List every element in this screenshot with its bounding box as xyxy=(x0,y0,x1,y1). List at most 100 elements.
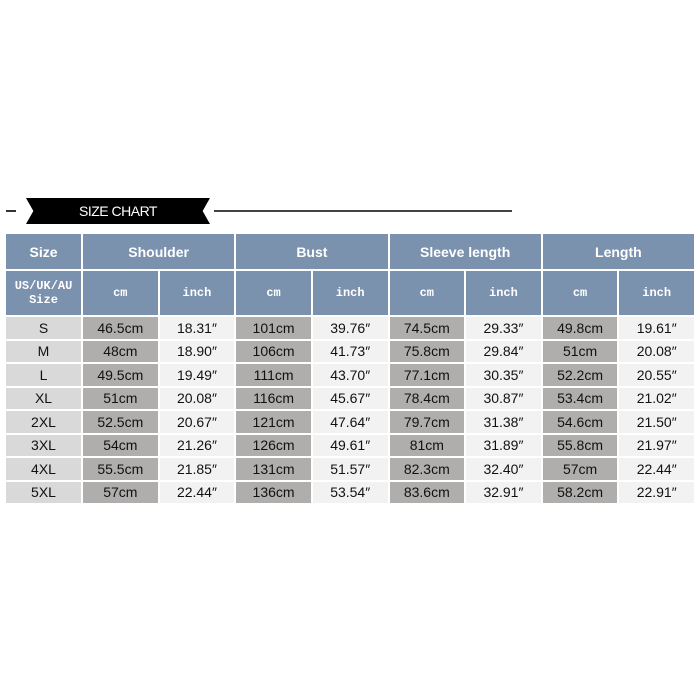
cell-sleeve-cm: 74.5cm xyxy=(389,317,465,339)
cell-shoulder-cm: 48cm xyxy=(83,340,158,362)
cell-sleeve-cm: 77.1cm xyxy=(389,364,465,386)
cell-size: 5XL xyxy=(6,481,81,503)
cell-bust-cm: 106cm xyxy=(236,340,311,362)
cell-length-inch: 21.02″ xyxy=(619,387,694,409)
cell-bust-cm: 136cm xyxy=(236,481,311,503)
cell-sleeve-inch: 31.38″ xyxy=(466,411,541,433)
cell-shoulder-inch: 21.85″ xyxy=(159,458,235,480)
cell-length-cm: 49.8cm xyxy=(542,317,618,339)
cell-bust-inch: 41.73″ xyxy=(312,340,388,362)
header-bust: Bust xyxy=(236,234,388,269)
cell-size: 3XL xyxy=(6,434,81,456)
header-shoulder: Shoulder xyxy=(83,234,235,269)
unit-inch: inch xyxy=(466,271,541,315)
header-size-region: US/UK/AU Size xyxy=(6,271,81,315)
cell-length-inch: 21.50″ xyxy=(619,411,694,433)
cell-size: 2XL xyxy=(6,411,81,433)
cell-length-cm: 57cm xyxy=(542,458,618,480)
cell-shoulder-cm: 54cm xyxy=(83,434,158,456)
size-table: Size Shoulder Bust Sleeve length Length … xyxy=(4,232,696,505)
table-row: M 48cm 18.90″ 106cm 41.73″ 75.8cm 29.84″ 51cm 20… xyxy=(6,340,694,362)
unit-row: US/UK/AU Size cm inch cm inch cm inch cm… xyxy=(6,271,694,315)
cell-bust-inch: 39.76″ xyxy=(312,317,388,339)
cell-sleeve-inch: 29.84″ xyxy=(466,340,541,362)
cell-bust-inch: 47.64″ xyxy=(312,411,388,433)
cell-size: L xyxy=(6,364,81,386)
unit-cm: cm xyxy=(83,271,158,315)
table-row: S 46.5cm 18.31″ 101cm 39.76″ 74.5cm 29.33″ 49.8… xyxy=(6,317,694,339)
header-size: Size xyxy=(6,234,81,269)
cell-sleeve-cm: 82.3cm xyxy=(389,458,465,480)
cell-sleeve-inch: 29.33″ xyxy=(466,317,541,339)
cell-bust-inch: 51.57″ xyxy=(312,458,388,480)
cell-shoulder-cm: 55.5cm xyxy=(83,458,158,480)
size-chart-title: SIZE CHART xyxy=(26,198,210,224)
cell-length-cm: 55.8cm xyxy=(542,434,618,456)
header-sleeve-length: Sleeve length xyxy=(389,234,541,269)
cell-length-inch: 19.61″ xyxy=(619,317,694,339)
cell-sleeve-inch: 30.87″ xyxy=(466,387,541,409)
cell-sleeve-cm: 81cm xyxy=(389,434,465,456)
cell-length-cm: 51cm xyxy=(542,340,618,362)
cell-sleeve-cm: 75.8cm xyxy=(389,340,465,362)
size-chart-banner: SIZE CHART xyxy=(0,196,700,226)
cell-size: XL xyxy=(6,387,81,409)
cell-length-inch: 20.08″ xyxy=(619,340,694,362)
cell-bust-cm: 111cm xyxy=(236,364,311,386)
cell-length-cm: 58.2cm xyxy=(542,481,618,503)
unit-inch: inch xyxy=(312,271,388,315)
divider xyxy=(214,210,512,212)
cell-bust-cm: 126cm xyxy=(236,434,311,456)
cell-size: M xyxy=(6,340,81,362)
cell-length-cm: 53.4cm xyxy=(542,387,618,409)
cell-bust-cm: 101cm xyxy=(236,317,311,339)
cell-shoulder-cm: 52.5cm xyxy=(83,411,158,433)
cell-shoulder-cm: 57cm xyxy=(83,481,158,503)
unit-cm: cm xyxy=(389,271,465,315)
cell-shoulder-inch: 19.49″ xyxy=(159,364,235,386)
cell-shoulder-inch: 18.90″ xyxy=(159,340,235,362)
table-row: 4XL 55.5cm 21.85″ 131cm 51.57″ 82.3cm 32.40″ 57… xyxy=(6,458,694,480)
cell-bust-cm: 121cm xyxy=(236,411,311,433)
cell-shoulder-inch: 18.31″ xyxy=(159,317,235,339)
cell-shoulder-cm: 49.5cm xyxy=(83,364,158,386)
unit-inch: inch xyxy=(159,271,235,315)
cell-length-inch: 21.97″ xyxy=(619,434,694,456)
divider xyxy=(6,210,16,212)
cell-sleeve-cm: 83.6cm xyxy=(389,481,465,503)
cell-shoulder-cm: 46.5cm xyxy=(83,317,158,339)
cell-bust-cm: 131cm xyxy=(236,458,311,480)
header-row: Size Shoulder Bust Sleeve length Length xyxy=(6,234,694,269)
unit-cm: cm xyxy=(542,271,618,315)
cell-bust-inch: 45.67″ xyxy=(312,387,388,409)
cell-sleeve-inch: 32.91″ xyxy=(466,481,541,503)
unit-inch: inch xyxy=(619,271,694,315)
cell-shoulder-inch: 22.44″ xyxy=(159,481,235,503)
cell-sleeve-cm: 79.7cm xyxy=(389,411,465,433)
table-row: 2XL 52.5cm 20.67″ 121cm 47.64″ 79.7cm 31.38″ 54… xyxy=(6,411,694,433)
cell-length-inch: 22.91″ xyxy=(619,481,694,503)
cell-sleeve-inch: 32.40″ xyxy=(466,458,541,480)
table-row: 3XL 54cm 21.26″ 126cm 49.61″ 81cm 31.89″ 55.8cm… xyxy=(6,434,694,456)
cell-sleeve-inch: 31.89″ xyxy=(466,434,541,456)
cell-length-inch: 22.44″ xyxy=(619,458,694,480)
unit-cm: cm xyxy=(236,271,311,315)
header-length: Length xyxy=(542,234,694,269)
cell-length-inch: 20.55″ xyxy=(619,364,694,386)
cell-bust-inch: 53.54″ xyxy=(312,481,388,503)
cell-bust-cm: 116cm xyxy=(236,387,311,409)
cell-sleeve-inch: 30.35″ xyxy=(466,364,541,386)
cell-size: S xyxy=(6,317,81,339)
cell-shoulder-cm: 51cm xyxy=(83,387,158,409)
cell-length-cm: 52.2cm xyxy=(542,364,618,386)
table-row: XL 51cm 20.08″ 116cm 45.67″ 78.4cm 30.87″ 53.4c… xyxy=(6,387,694,409)
cell-size: 4XL xyxy=(6,458,81,480)
cell-shoulder-inch: 21.26″ xyxy=(159,434,235,456)
cell-bust-inch: 43.70″ xyxy=(312,364,388,386)
table-row: 5XL 57cm 22.44″ 136cm 53.54″ 83.6cm 32.91″ 58.2… xyxy=(6,481,694,503)
cell-shoulder-inch: 20.08″ xyxy=(159,387,235,409)
cell-bust-inch: 49.61″ xyxy=(312,434,388,456)
cell-shoulder-inch: 20.67″ xyxy=(159,411,235,433)
table-row: L 49.5cm 19.49″ 111cm 43.70″ 77.1cm 30.35″ 52.2… xyxy=(6,364,694,386)
cell-length-cm: 54.6cm xyxy=(542,411,618,433)
